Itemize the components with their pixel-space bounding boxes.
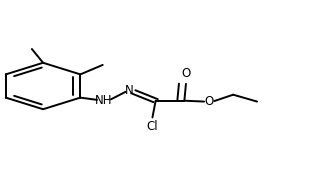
Text: O: O [204,95,214,108]
Text: Cl: Cl [147,121,158,133]
Text: N: N [125,84,134,97]
Text: NH: NH [94,94,112,107]
Text: O: O [181,67,190,80]
